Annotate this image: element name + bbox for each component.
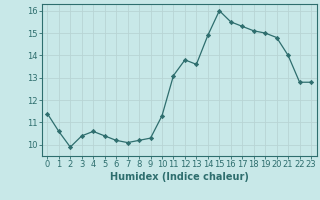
X-axis label: Humidex (Indice chaleur): Humidex (Indice chaleur): [110, 172, 249, 182]
